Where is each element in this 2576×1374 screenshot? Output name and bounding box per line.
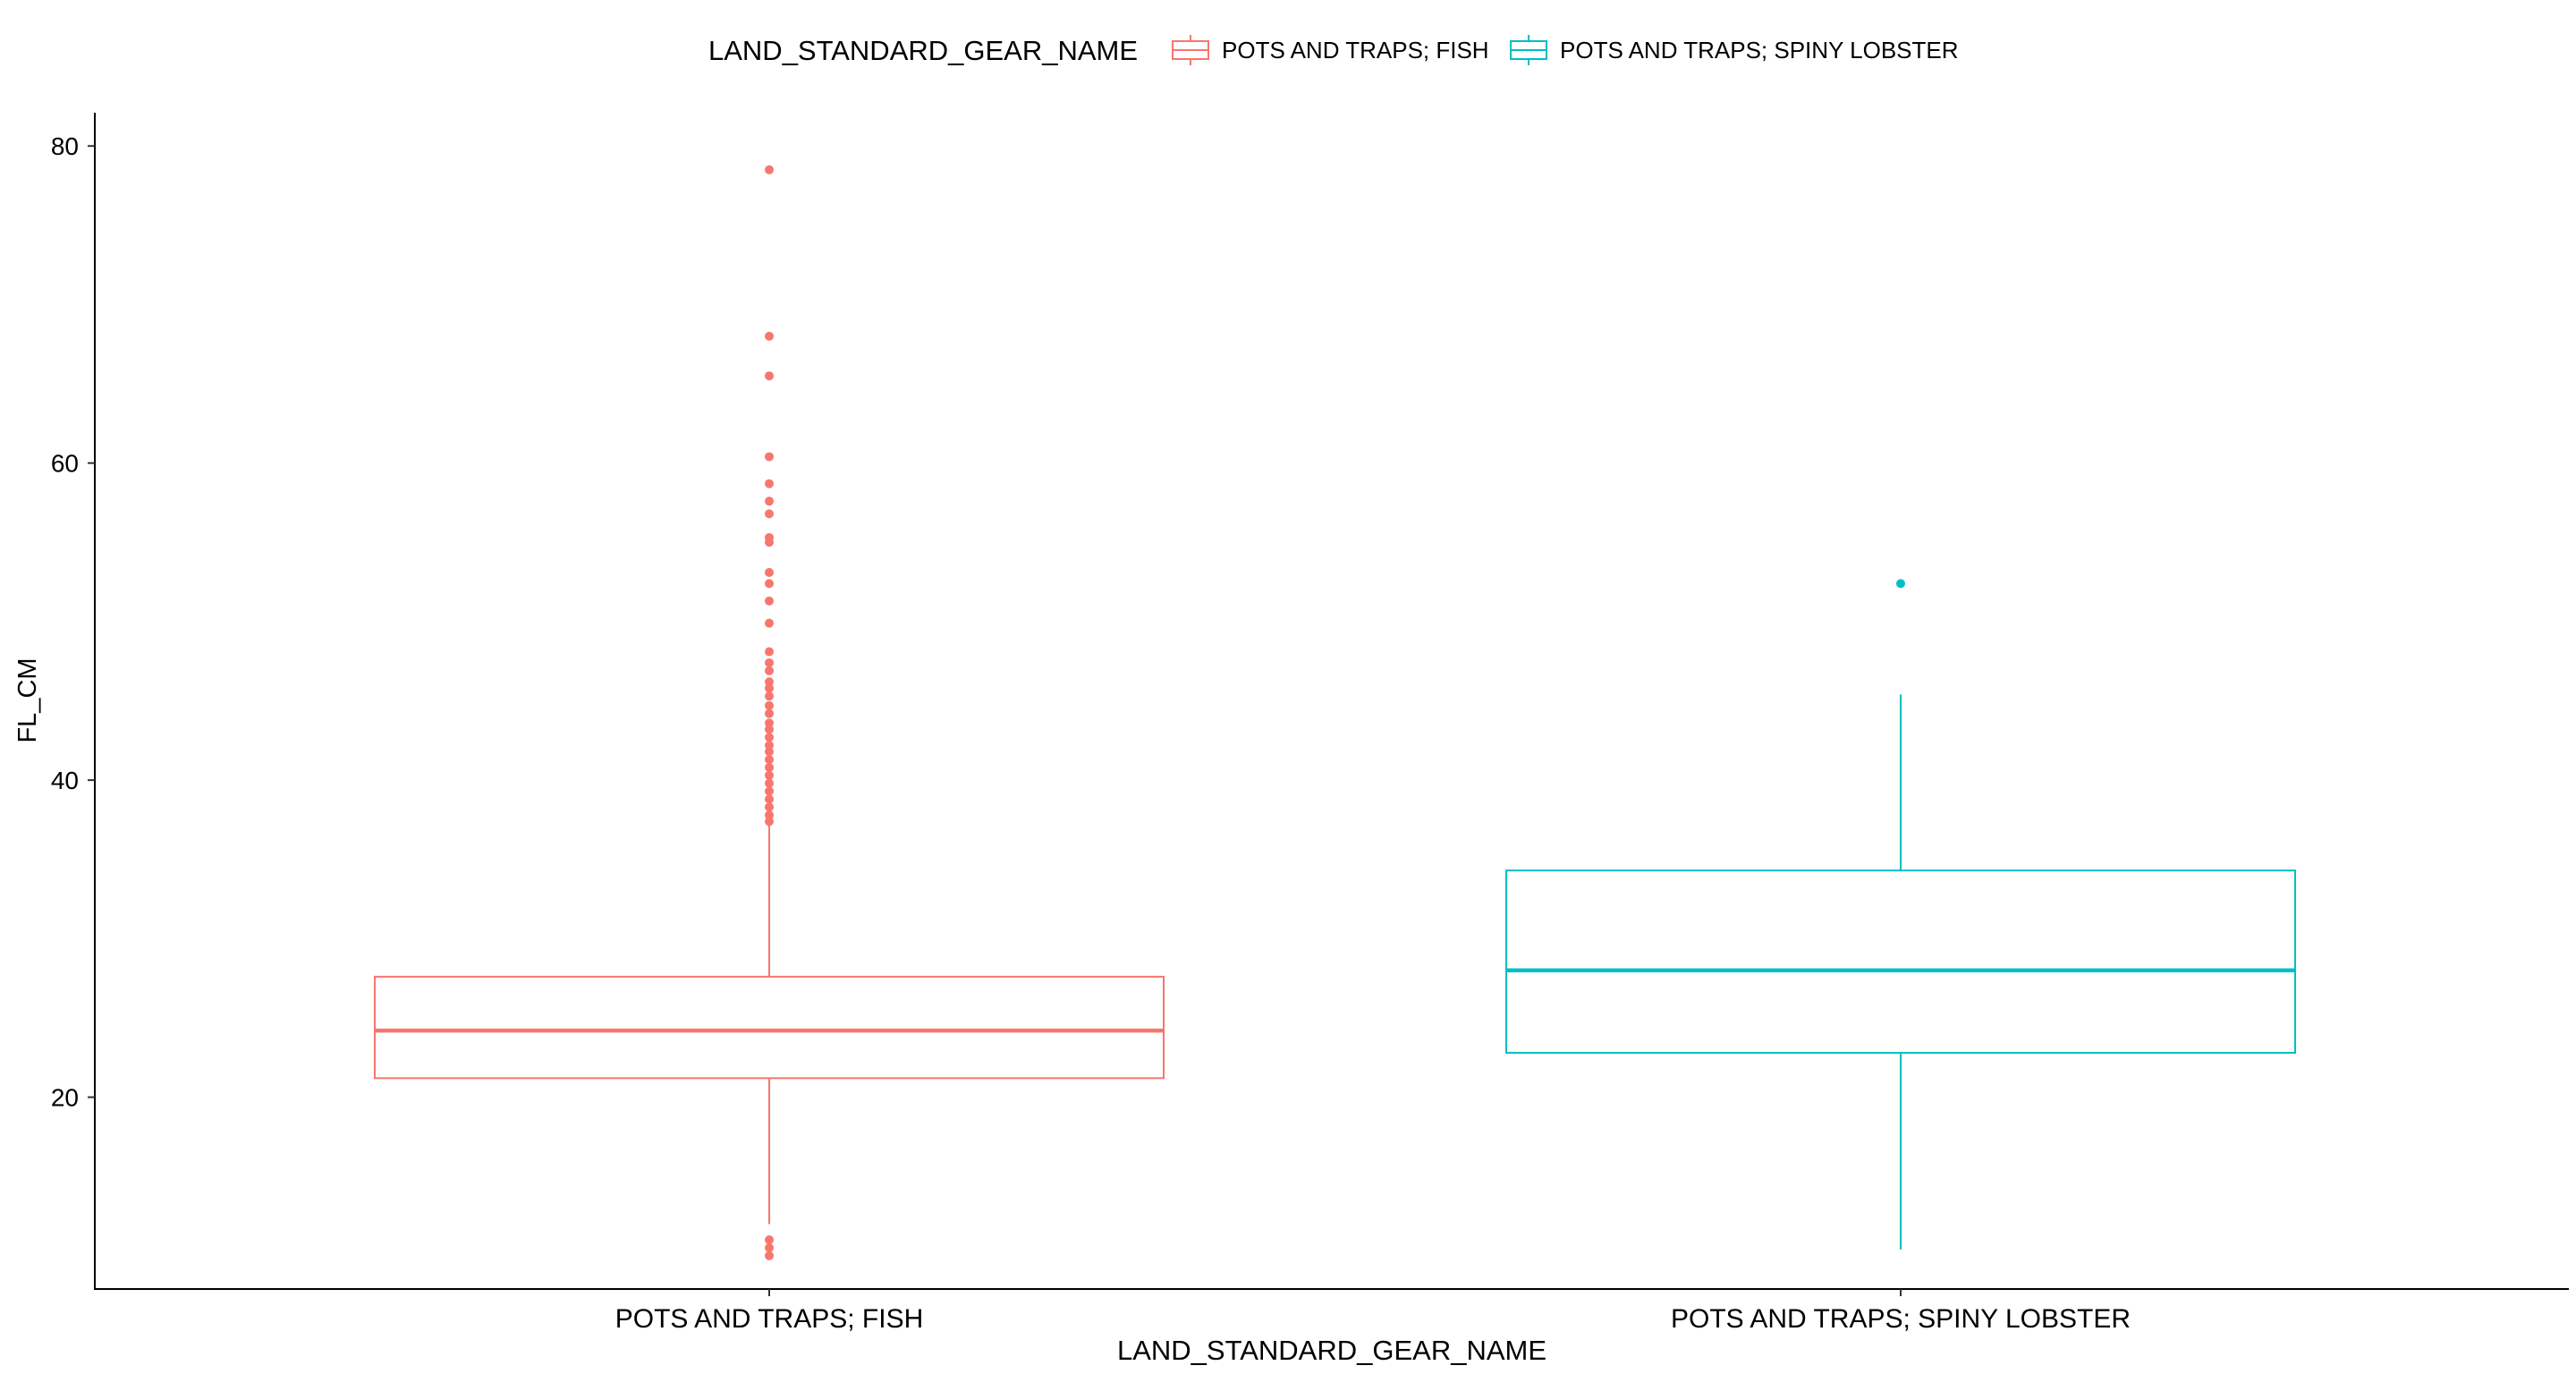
outlier-point: [765, 747, 774, 757]
outlier-point: [765, 1235, 774, 1245]
iqr-box: [374, 975, 1165, 1080]
boxplot-series: [374, 165, 2296, 1260]
y-tick-label: 20: [51, 1084, 79, 1112]
outlier-point: [765, 762, 774, 772]
iqr-box: [1505, 869, 2296, 1054]
outlier-point: [765, 817, 774, 827]
outlier-point: [765, 1251, 774, 1260]
outlier-point: [765, 778, 774, 788]
outlier-point: [765, 725, 774, 734]
outlier-point: [765, 733, 774, 742]
outlier-point: [765, 708, 774, 718]
outlier-point: [765, 802, 774, 812]
outlier-point: [765, 770, 774, 780]
outlier-point: [765, 538, 774, 547]
outlier-point: [765, 700, 774, 710]
outlier-point: [765, 567, 774, 577]
legend-key-fish: [1172, 35, 1209, 65]
outlier-point: [765, 786, 774, 796]
box-group: [374, 165, 1165, 1260]
legend-label-fish: POTS AND TRAPS; FISH: [1222, 37, 1489, 64]
legend-title: LAND_STANDARD_GEAR_NAME: [708, 35, 1138, 66]
x-axis-title: LAND_STANDARD_GEAR_NAME: [1117, 1335, 1546, 1366]
outlier-point: [765, 741, 774, 751]
outlier-point: [765, 579, 774, 589]
x-tick-label: POTS AND TRAPS; SPINY LOBSTER: [1671, 1304, 2131, 1334]
outlier-point: [765, 618, 774, 628]
y-axis-ticks: 20 40 60 80: [51, 132, 95, 1112]
outlier-point: [765, 496, 774, 506]
outlier-point: [765, 331, 774, 341]
legend-key-spiny-lobster: [1510, 35, 1547, 65]
y-tick-label: 40: [51, 767, 79, 794]
outlier-point: [765, 479, 774, 488]
y-tick-label: 80: [51, 132, 79, 160]
legend: LAND_STANDARD_GEAR_NAME POTS AND TRAPS; …: [708, 35, 1959, 66]
y-tick-label: 60: [51, 450, 79, 478]
outlier-point: [765, 371, 774, 381]
outlier-point: [765, 755, 774, 765]
legend-label-spiny-lobster: POTS AND TRAPS; SPINY LOBSTER: [1560, 37, 1959, 64]
outlier-point: [765, 718, 774, 728]
box-group: [1505, 579, 2296, 1250]
y-axis-title: FL_CM: [13, 657, 42, 742]
outlier-point: [765, 596, 774, 606]
outlier-point: [765, 683, 774, 693]
outlier-point: [765, 794, 774, 804]
outlier-point: [765, 647, 774, 657]
outlier-point: [765, 509, 774, 519]
outlier-point: [1896, 579, 1905, 589]
outlier-point: [765, 1243, 774, 1252]
outlier-point: [765, 677, 774, 687]
outlier-point: [765, 657, 774, 667]
outlier-point: [765, 666, 774, 675]
x-tick-label: POTS AND TRAPS; FISH: [615, 1304, 924, 1334]
outlier-point: [765, 691, 774, 701]
outlier-point: [765, 452, 774, 462]
outlier-point: [765, 165, 774, 174]
x-axis-ticks: POTS AND TRAPS; FISH POTS AND TRAPS; SPIN…: [615, 1289, 2131, 1334]
outlier-point: [765, 810, 774, 820]
